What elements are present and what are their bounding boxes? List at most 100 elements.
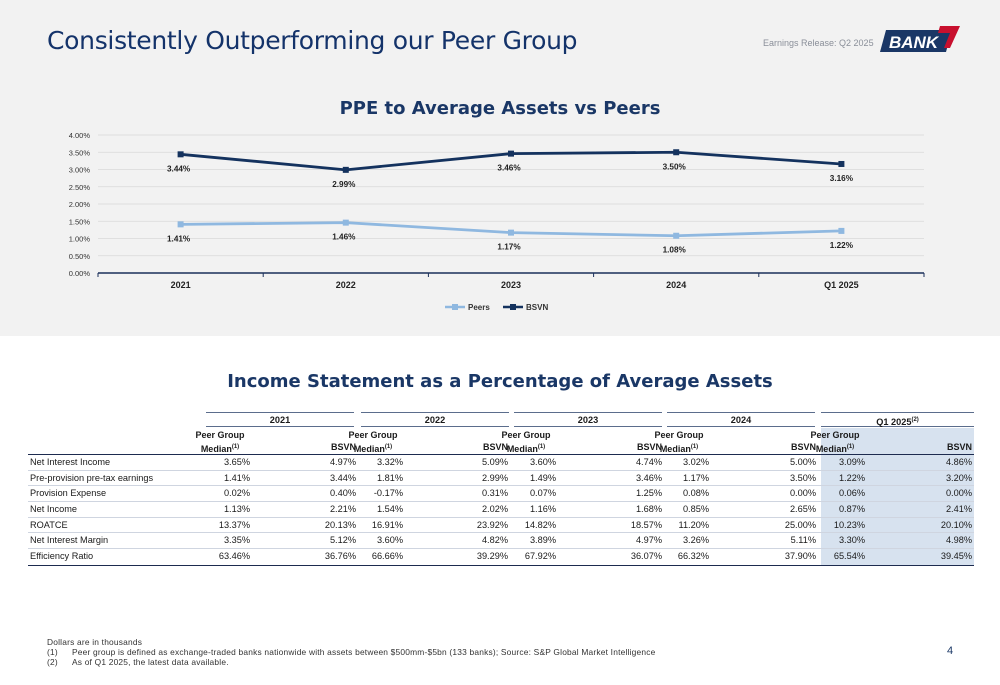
- table-cell: 1.54%: [376, 504, 403, 515]
- table-cell: 1.25%: [635, 488, 662, 499]
- bsvn-header: BSVN: [636, 442, 662, 452]
- data-point: [342, 219, 349, 226]
- peer-header-footnote: (1): [537, 444, 546, 450]
- year-header: Q1 2025(2): [821, 412, 974, 427]
- x-tick-label: 2024: [666, 280, 686, 290]
- table-cell: 66.66%: [371, 551, 403, 562]
- peer-header-line2: Median(1): [649, 441, 709, 455]
- row-label: Pre-provision pre-tax earnings: [30, 472, 154, 483]
- y-tick-label: 0.00%: [69, 269, 91, 278]
- table-cell: 3.44%: [329, 472, 356, 483]
- data-label: 1.17%: [497, 243, 521, 252]
- table-cell: 10.23%: [833, 519, 865, 530]
- y-tick-label: 3.50%: [69, 148, 91, 157]
- table-cell: -0.17%: [373, 488, 403, 499]
- year-header: 2023: [514, 412, 662, 427]
- bank-logo: BANK: [880, 26, 960, 52]
- table-cell: 36.07%: [630, 551, 662, 562]
- q1-column-highlight: [821, 470, 974, 486]
- data-point: [177, 221, 184, 228]
- table-cell: 0.00%: [945, 488, 972, 499]
- table-row: Net Interest Margin 3.35% 5.12% 3.60% 4.82% 3…: [28, 533, 974, 550]
- table-cell: 14.82%: [524, 519, 556, 530]
- table-cell: 4.86%: [945, 457, 972, 467]
- table-cell: 2.02%: [481, 504, 508, 515]
- peer-header-median: Median: [815, 444, 847, 454]
- q1-column-highlight: [821, 502, 974, 517]
- peer-median-header: Peer Group Median(1): [805, 429, 865, 455]
- table-cell: 18.57%: [630, 519, 662, 530]
- table-cell: 2.65%: [789, 504, 816, 515]
- table-cell: 1.16%: [529, 504, 556, 515]
- year-header: 2024: [667, 412, 815, 427]
- peer-header-line1: Peer Group: [810, 430, 860, 440]
- table-cell: 0.31%: [481, 488, 508, 499]
- peer-header-line2: Median(1): [496, 441, 556, 455]
- peer-header-line2: Median(1): [190, 441, 250, 455]
- table-cell: 5.12%: [329, 535, 356, 546]
- table-cell: 0.87%: [838, 504, 865, 515]
- table-cell: 67.92%: [524, 551, 556, 562]
- table-cell: 2.21%: [329, 504, 356, 515]
- data-label: 1.41%: [167, 234, 191, 243]
- table-cell: 39.29%: [476, 551, 508, 562]
- chart-title: PPE to Average Assets vs Peers: [339, 98, 661, 119]
- peer-header-footnote: (1): [384, 444, 393, 450]
- data-point: [838, 160, 845, 167]
- peer-header-line1: Peer Group: [501, 430, 551, 440]
- table-cell: 1.22%: [838, 472, 865, 483]
- table-cell: 4.97%: [635, 535, 662, 546]
- legend-label: BSVN: [526, 303, 548, 312]
- table-cell: 5.09%: [481, 457, 508, 467]
- y-tick-label: 2.00%: [69, 200, 91, 209]
- table-row: Efficiency Ratio 63.46% 36.76% 66.66% 39.29%…: [28, 549, 974, 565]
- table-cell: 4.74%: [635, 457, 662, 467]
- peer-header-footnote: (1): [231, 444, 240, 450]
- bsvn-header: BSVN: [482, 442, 508, 452]
- table-cell: 3.65%: [223, 457, 250, 467]
- data-label: 1.08%: [663, 246, 687, 255]
- footnote-text: Peer group is defined as exchange-traded…: [72, 647, 656, 657]
- peer-header-median: Median: [200, 444, 232, 454]
- peer-median-header: Peer Group Median(1): [343, 429, 403, 455]
- year-header-label: Q1 2025: [876, 417, 912, 428]
- table-cell: 3.35%: [223, 535, 250, 546]
- table-cell: 1.17%: [682, 472, 709, 483]
- table-cell: 1.81%: [376, 472, 403, 483]
- table-cell: 2.99%: [481, 472, 508, 483]
- data-point: [508, 229, 514, 236]
- peer-median-header: Peer Group Median(1): [649, 429, 709, 455]
- table-cell: 3.26%: [682, 535, 709, 546]
- data-label: 3.50%: [663, 162, 687, 171]
- row-label: ROATCE: [30, 519, 68, 530]
- row-label: Net Interest Income: [30, 457, 111, 467]
- logo-text: BANK: [889, 33, 940, 52]
- peer-header-line1: Peer Group: [654, 430, 704, 440]
- footnote-intro: Dollars are in thousands: [47, 637, 143, 647]
- year-header-label: 2024: [730, 415, 752, 425]
- y-tick-label: 3.00%: [69, 166, 91, 175]
- row-label: Net Income: [30, 504, 77, 515]
- data-label: 1.22%: [830, 241, 854, 250]
- table-cell: 3.46%: [635, 472, 662, 483]
- table-cell: 66.32%: [677, 551, 709, 562]
- table-cell: 0.08%: [682, 488, 709, 499]
- data-label: 3.44%: [167, 164, 191, 173]
- earnings-release-label: Earnings Release: Q2 2025: [763, 38, 874, 48]
- table-row: Net Interest Income 3.65% 4.97% 3.32% 5.09% 3…: [28, 455, 974, 471]
- table-cell: 3.50%: [789, 472, 816, 483]
- bsvn-header: BSVN: [790, 442, 816, 452]
- y-tick-label: 1.00%: [69, 235, 91, 244]
- data-point: [838, 227, 845, 234]
- data-point: [177, 151, 184, 158]
- table-cell: 36.76%: [324, 551, 356, 562]
- footnote-number: (1): [47, 647, 58, 657]
- data-point: [673, 149, 680, 156]
- table-cell: 2.41%: [945, 504, 972, 515]
- data-point: [508, 150, 514, 157]
- table-cell: 0.00%: [789, 488, 816, 499]
- peer-header-median: Median: [659, 444, 691, 454]
- q1-column-highlight: [821, 455, 974, 470]
- line-chart: 0.00% 0.50% 1.00% 1.50% 2.00% 2.50% 3.00% 3.50%…: [69, 131, 925, 312]
- table-cell: 20.10%: [940, 519, 972, 530]
